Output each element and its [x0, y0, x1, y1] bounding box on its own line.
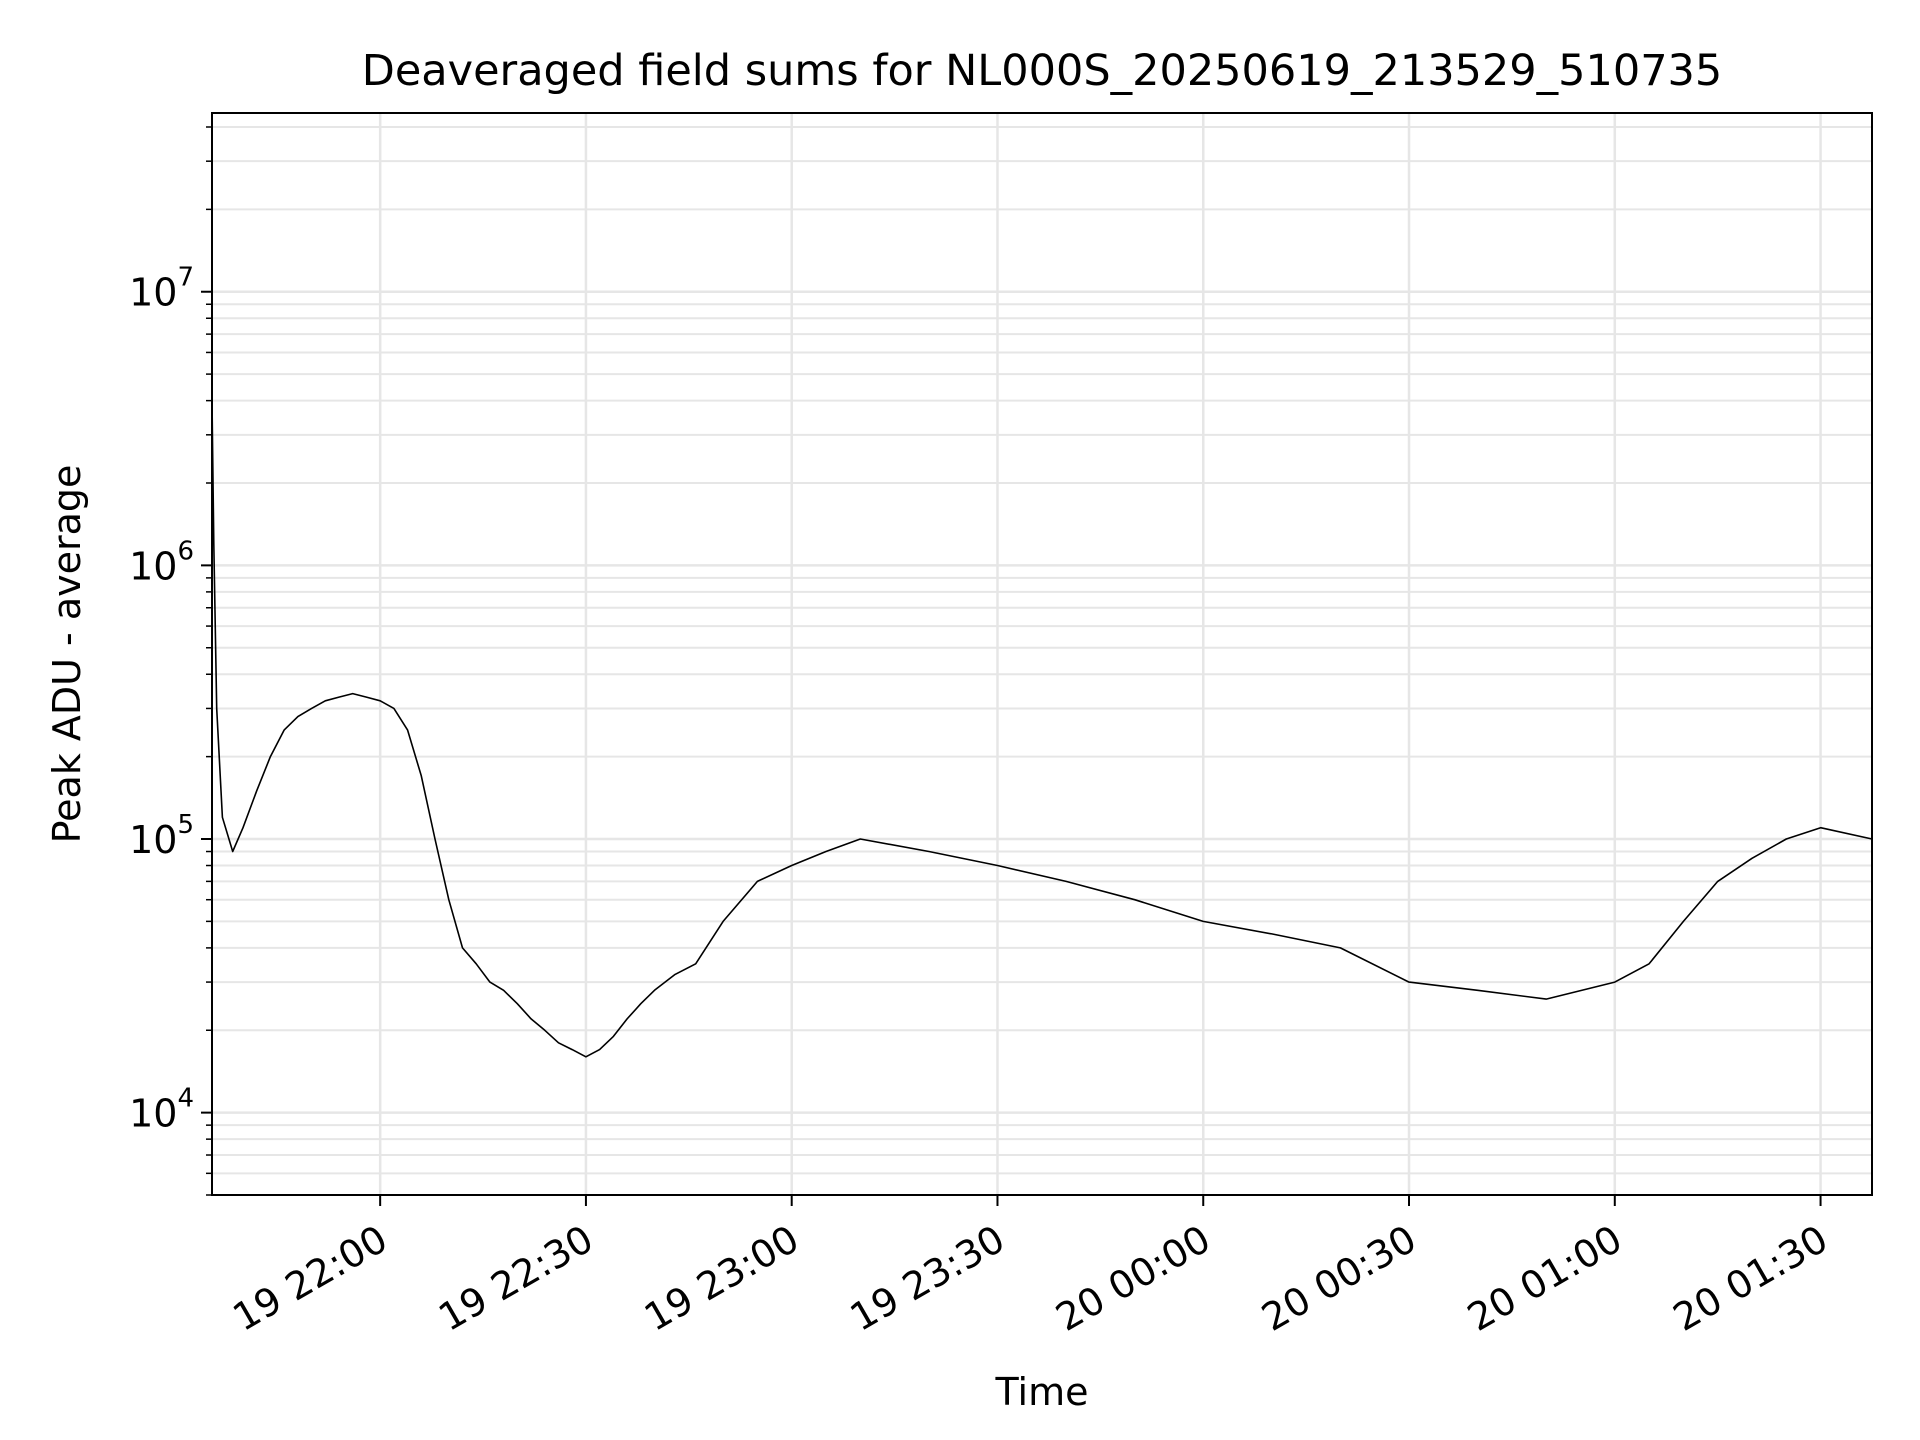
chart-title: Deaveraged field sums for NL000S_2025061… [362, 46, 1723, 96]
y-tick-label: 104 [129, 1084, 194, 1136]
grid-lines [212, 113, 1872, 1196]
y-axis-label: Peak ADU - average [45, 465, 89, 844]
series-layer [211, 400, 1873, 1058]
plot-area [212, 113, 1872, 1195]
series-line [211, 400, 1873, 1058]
y-tick-label: 105 [129, 810, 194, 862]
y-tick-label: 106 [129, 536, 194, 588]
y-tick-label: 107 [129, 263, 194, 315]
x-axis-label: Time [995, 1370, 1089, 1414]
plot-frame [211, 112, 1873, 1196]
